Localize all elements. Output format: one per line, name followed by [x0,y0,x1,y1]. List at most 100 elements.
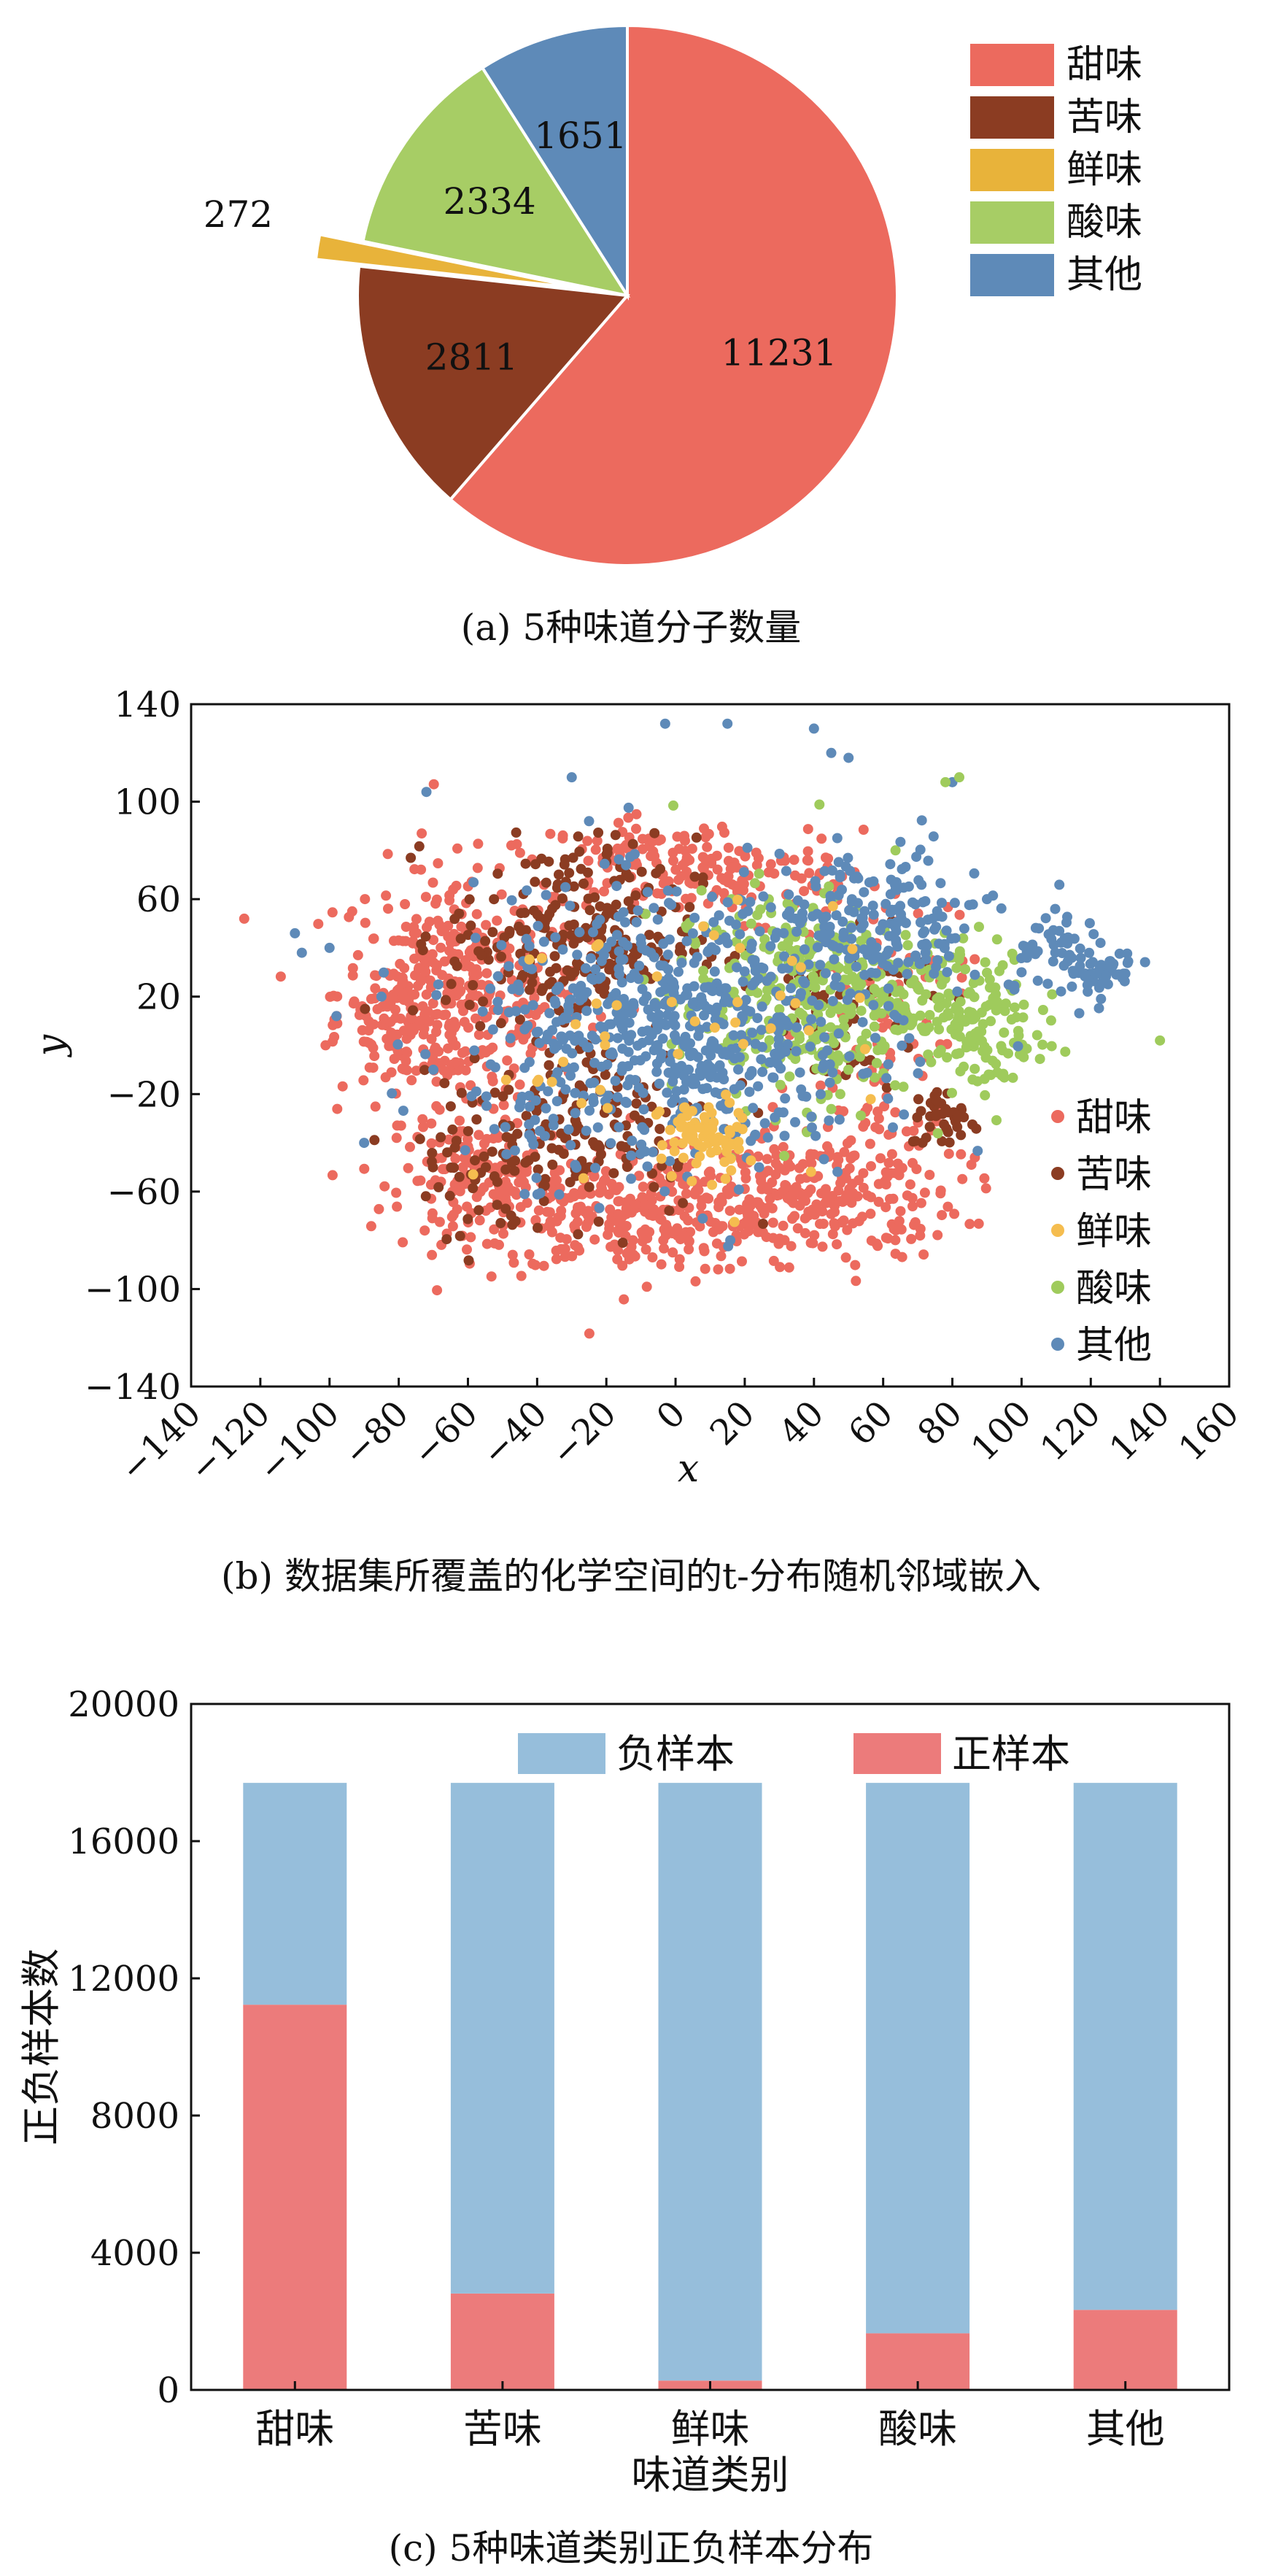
scatter-point [754,926,765,937]
scatter-point [808,723,819,734]
scatter-point [536,953,547,964]
scatter-point [1034,1054,1045,1065]
scatter-point [733,1108,744,1119]
scatter-point [738,976,748,987]
scatter-point [762,984,773,995]
scatter-point [613,1217,624,1228]
scatter-point [604,958,615,969]
scatter-point [596,955,607,966]
scatter-point [522,885,533,896]
x-tick-label: −80 [336,1393,417,1474]
scatter-point [868,876,879,887]
scatter-point [729,1084,740,1095]
scatter-point [444,1030,455,1040]
scatter-point [930,1109,941,1120]
scatter-point [816,1017,827,1027]
scatter-point [536,853,547,864]
scatter-point [1058,960,1069,971]
scatter-point [565,1140,576,1151]
scatter-point [426,1033,437,1044]
scatter-point [560,1084,571,1095]
y-tick-label: 4000 [90,2233,179,2274]
scatter-point [546,1076,557,1087]
scatter-point [541,890,551,901]
scatter-point [433,1181,444,1192]
scatter-point [538,983,549,994]
scatter-point [406,1013,417,1024]
scatter-point [1122,948,1133,959]
scatter-point [786,1241,797,1252]
scatter-point [599,858,610,869]
scatter-point [665,1156,675,1167]
scatter-point [469,1045,480,1056]
scatter-point [1007,949,1018,959]
y-tick-label: 20 [136,977,181,1018]
x-tick-label: 其他 [1086,2406,1165,2452]
scatter-point [835,869,845,880]
scatter-point [605,1138,616,1149]
scatter-point [644,930,655,941]
scatter-point [834,963,845,973]
scatter-point [883,1059,894,1070]
scatter-point [401,1033,412,1044]
scatter-point [431,990,442,1000]
scatter-point [914,958,925,969]
scatter-point [942,1201,953,1212]
scatter-point [1046,933,1057,944]
scatter-caption: (b) 数据集所覆盖的化学空间的t-分布随机邻域嵌入 [221,1555,1041,1597]
scatter-point [520,858,531,869]
scatter-point [803,855,813,866]
x-axis-label: x [678,1447,699,1491]
scatter-point [563,1124,574,1135]
scatter-point [376,991,387,1002]
scatter-point [972,1146,983,1157]
scatter-point [817,1241,828,1252]
scatter-point [637,1026,648,1037]
scatter-point [1060,1046,1071,1057]
scatter-point [420,1191,431,1202]
x-axis-label: 味道类别 [632,2452,789,2498]
scatter-point [738,867,749,878]
scatter-point [742,842,753,853]
scatter-point [400,899,411,909]
scatter-point [1007,1072,1018,1083]
scatter-point [581,1057,592,1068]
scatter-point [686,1176,697,1187]
legend-label: 酸味 [1066,201,1142,244]
scatter-point [856,1006,867,1017]
scatter-point [360,917,371,928]
pie-chart-panel: 11231 2811 272 2334 1651 甜味 苦味 鲜味 酸味 其他 (a) 5种味道分… [0,0,1262,657]
pie-caption: (a) 5种味道分子数量 [460,606,802,649]
scatter-chart-panel: 140 100 60 20 −20 −60 −100 −140 −140 −120 −100 −80−… [0,657,1262,1627]
legend-swatch [970,96,1054,139]
scatter-point [570,1087,581,1098]
scatter-point [919,1187,930,1198]
scatter-point [670,1020,681,1031]
scatter-point [431,1076,442,1087]
scatter-point [817,1206,828,1216]
scatter-point [651,1001,662,1012]
scatter-point [875,1153,886,1164]
scatter-point [498,1228,508,1239]
scatter-point [634,960,645,971]
scatter-point [427,998,438,1009]
scatter-point [678,1152,689,1163]
scatter-point [894,1166,905,1177]
scatter-point [646,1101,657,1112]
scatter-point [804,868,815,879]
scatter-point [786,955,797,966]
scatter-point [1032,946,1043,957]
scatter-point [735,1052,745,1063]
scatter-point [602,903,613,914]
scatter-point [296,947,307,958]
scatter-point [543,1086,554,1097]
scatter-point [441,1009,452,1020]
scatter-point [870,1072,880,1083]
scatter-point [492,915,503,926]
scatter-point [737,1256,747,1267]
x-tick-label: −60 [405,1393,486,1474]
scatter-point [722,897,733,908]
scatter-point [608,1168,619,1179]
scatter-point [895,836,906,847]
scatter-point [510,1187,521,1198]
